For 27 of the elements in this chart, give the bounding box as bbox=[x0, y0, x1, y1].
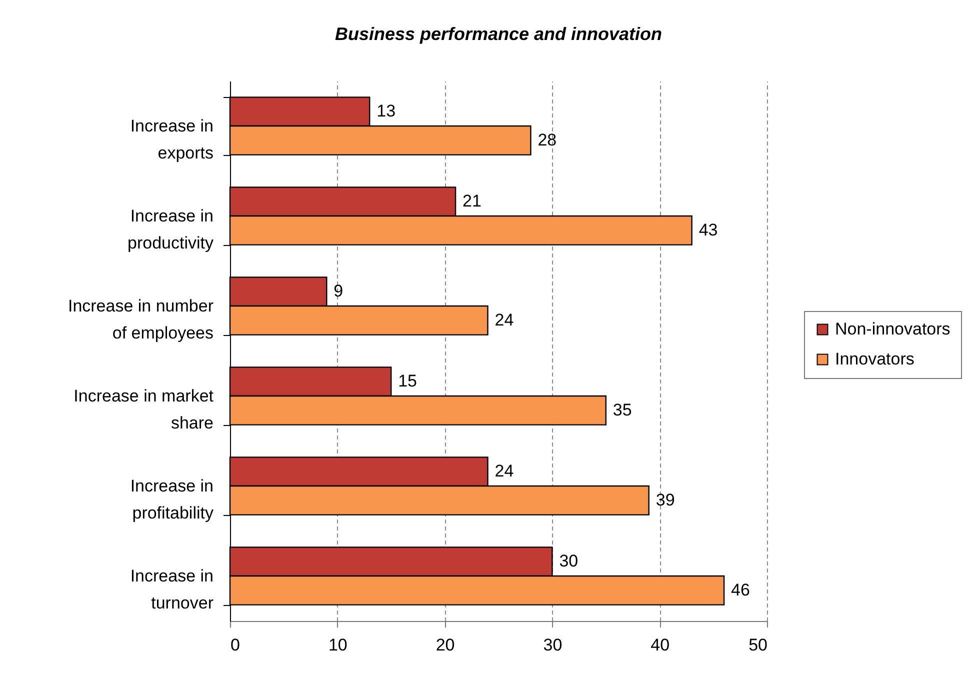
data-label: 35 bbox=[612, 400, 632, 420]
data-label: 39 bbox=[656, 490, 675, 510]
y-tick-label: Increase in exports bbox=[130, 116, 214, 162]
data-label: 24 bbox=[494, 310, 514, 330]
x-tick-label: 40 bbox=[650, 636, 670, 654]
x-tick-label: 10 bbox=[328, 636, 348, 654]
legend-label: Innovators bbox=[835, 350, 914, 368]
y-tick-label: Increase in turnover bbox=[130, 566, 214, 612]
y-tick-label: Increase in profitability bbox=[130, 476, 214, 522]
x-tick-label: 20 bbox=[436, 636, 455, 654]
y-tick-label: Increase in number of employees bbox=[68, 296, 214, 342]
x-tick-label: 0 bbox=[230, 636, 240, 654]
legend-label: Non-innovators bbox=[835, 320, 950, 338]
data-label: 30 bbox=[559, 552, 578, 571]
data-label: 28 bbox=[538, 130, 557, 150]
x-tick-label: 50 bbox=[748, 636, 768, 654]
data-label: 15 bbox=[398, 372, 418, 391]
chart-title: Business performance and innovation bbox=[334, 24, 662, 44]
data-label: 21 bbox=[462, 192, 482, 211]
x-tick-label: 30 bbox=[543, 636, 562, 654]
y-tick-label: Increase in productivity bbox=[128, 206, 214, 252]
y-tick-label: Increase in market share bbox=[74, 386, 214, 432]
data-label: 9 bbox=[334, 282, 344, 301]
data-label: 43 bbox=[698, 220, 718, 240]
data-label: 46 bbox=[731, 580, 750, 600]
data-label: 13 bbox=[376, 102, 396, 121]
data-label: 24 bbox=[494, 462, 514, 481]
